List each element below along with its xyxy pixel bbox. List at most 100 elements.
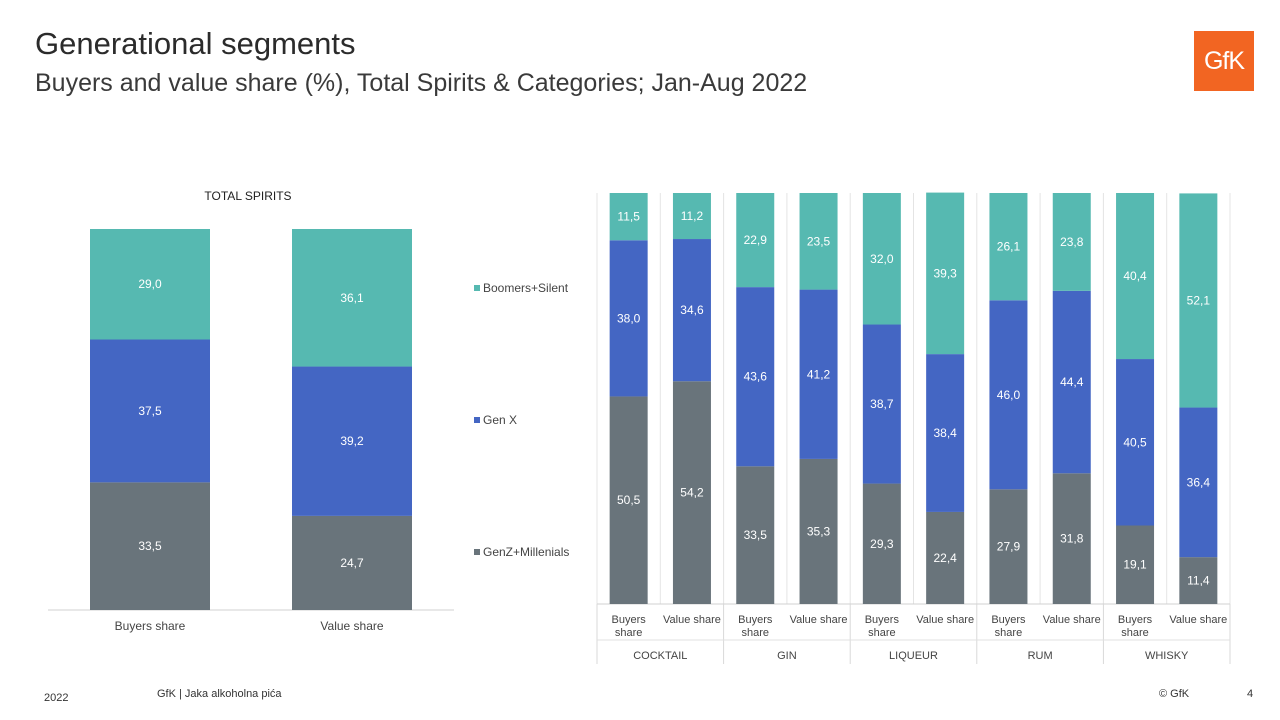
tick-liqueur-buyers-share: Buyers share: [865, 614, 900, 639]
tick-cocktail-value-share: Value share: [663, 614, 721, 626]
bar-rum-buyers-share-gen-x: [989, 300, 1028, 490]
bar-cocktail-buyers-share-boomers-silent: [609, 193, 648, 241]
bar-whisky-buyers-share-genz-millenials: [1116, 525, 1155, 604]
bar-liqueur-value-share-gen-x: [926, 354, 965, 512]
tick-cocktail-buyers-share: Buyers share: [612, 614, 647, 639]
tick-liqueur-value-share: Value share: [916, 614, 974, 626]
bar-label-cocktail-value-share-gen-x: 34,6: [680, 303, 704, 317]
tick-gin-value-share: Value share: [790, 614, 848, 626]
total-spirits-label-buyers-share-boomers-silent: 29,0: [138, 277, 162, 291]
total-spirits-tick-value-share: Value share: [320, 619, 383, 633]
total-spirits-bar-buyers-share-genz-millenials: [90, 482, 210, 610]
bar-liqueur-buyers-share-boomers-silent: [862, 193, 901, 325]
legend-swatch-boomers-silent: [474, 285, 480, 291]
page-title: Generational segments: [35, 26, 356, 61]
total-spirits-bar-buyers-share-boomers-silent: [90, 229, 210, 340]
bar-rum-buyers-share-genz-millenials: [989, 489, 1028, 604]
bar-label-rum-value-share-genz-millenials: 31,8: [1060, 532, 1084, 546]
bar-gin-value-share-genz-millenials: [799, 458, 838, 604]
bar-whisky-value-share-gen-x: [1179, 407, 1218, 558]
group-label-gin: GIN: [777, 650, 797, 662]
bar-whisky-buyers-share-gen-x: [1116, 359, 1155, 526]
bar-label-rum-buyers-share-boomers-silent: 26,1: [997, 240, 1021, 254]
gfk-logo: GfK: [1194, 31, 1254, 91]
total-spirits-tick-buyers-share: Buyers share: [115, 619, 186, 633]
bar-label-cocktail-buyers-share-gen-x: 38,0: [617, 311, 641, 325]
bar-whisky-value-share-genz-millenials: [1179, 557, 1218, 604]
bar-liqueur-buyers-share-genz-millenials: [862, 483, 901, 604]
bar-cocktail-value-share-boomers-silent: [672, 193, 711, 240]
bar-label-whisky-value-share-genz-millenials: 11,4: [1187, 574, 1210, 588]
tick-whisky-buyers-share: Buyers share: [1118, 614, 1153, 639]
footer-year: 2022: [44, 692, 69, 704]
bar-label-liqueur-buyers-share-genz-millenials: 29,3: [870, 537, 894, 551]
bar-label-whisky-buyers-share-genz-millenials: 19,1: [1123, 558, 1147, 572]
bar-label-rum-value-share-gen-x: 44,4: [1060, 375, 1084, 389]
bar-label-gin-buyers-share-genz-millenials: 33,5: [744, 528, 768, 542]
bar-rum-value-share-gen-x: [1052, 290, 1091, 474]
legend-swatch-genz-millenials: [474, 549, 480, 555]
page-subtitle: Buyers and value share (%), Total Spirit…: [35, 69, 808, 97]
group-label-liqueur: LIQUEUR: [889, 650, 938, 662]
bar-whisky-buyers-share-boomers-silent: [1116, 193, 1155, 360]
bar-label-gin-value-share-boomers-silent: 23,5: [807, 234, 831, 248]
footer-source: GfK | Jaka alkoholna pića: [157, 688, 282, 700]
footer-page-number: 4: [1247, 688, 1254, 700]
bar-liqueur-value-share-boomers-silent: [926, 192, 965, 355]
bar-label-whisky-buyers-share-boomers-silent: 40,4: [1123, 269, 1147, 283]
bar-liqueur-buyers-share-gen-x: [862, 324, 901, 484]
bar-rum-value-share-genz-millenials: [1052, 473, 1091, 604]
group-label-rum: RUM: [1028, 650, 1053, 662]
bar-cocktail-buyers-share-genz-millenials: [609, 396, 648, 604]
bar-label-rum-buyers-share-genz-millenials: 27,9: [997, 540, 1021, 554]
group-label-whisky: WHISKY: [1145, 650, 1189, 662]
total-spirits-label-buyers-share-genz-millenials: 33,5: [138, 539, 162, 553]
bar-label-cocktail-buyers-share-genz-millenials: 50,5: [617, 493, 641, 507]
total-spirits-label-value-share-boomers-silent: 36,1: [340, 291, 364, 305]
bar-gin-value-share-gen-x: [799, 289, 838, 459]
bar-gin-buyers-share-gen-x: [736, 287, 775, 467]
total-spirits-label-value-share-genz-millenials: 24,7: [340, 556, 364, 570]
tick-rum-buyers-share: Buyers share: [991, 614, 1026, 639]
bar-label-rum-buyers-share-gen-x: 46,0: [997, 388, 1021, 402]
legend-swatch-gen-x: [474, 417, 480, 423]
bar-label-whisky-value-share-gen-x: 36,4: [1187, 475, 1211, 489]
bar-label-cocktail-value-share-genz-millenials: 54,2: [680, 486, 704, 500]
bar-gin-value-share-boomers-silent: [799, 193, 838, 290]
bar-label-liqueur-value-share-boomers-silent: 39,3: [933, 266, 957, 280]
total-spirits-bar-buyers-share-gen-x: [90, 339, 210, 483]
total-spirits-label-buyers-share-gen-x: 37,5: [138, 404, 162, 418]
tick-whisky-value-share: Value share: [1169, 614, 1227, 626]
legend-label-gen-x: Gen X: [483, 413, 517, 427]
total-spirits-bar-value-share-boomers-silent: [292, 229, 412, 367]
bar-label-gin-value-share-gen-x: 41,2: [807, 367, 831, 381]
bar-label-gin-value-share-genz-millenials: 35,3: [807, 524, 831, 538]
legend-label-boomers-silent: Boomers+Silent: [483, 281, 569, 295]
bar-gin-buyers-share-genz-millenials: [736, 466, 775, 604]
legend-label-genz-millenials: GenZ+Millenials: [483, 545, 569, 559]
tick-gin-buyers-share: Buyers share: [738, 614, 773, 639]
footer-copyright: © GfK: [1159, 688, 1190, 700]
bar-cocktail-value-share-gen-x: [672, 239, 711, 382]
bar-label-whisky-buyers-share-gen-x: 40,5: [1123, 435, 1147, 449]
bar-label-rum-value-share-boomers-silent: 23,8: [1060, 235, 1084, 249]
bar-label-gin-buyers-share-gen-x: 43,6: [744, 370, 768, 384]
bar-label-liqueur-value-share-genz-millenials: 22,4: [933, 551, 957, 565]
bar-whisky-value-share-boomers-silent: [1179, 193, 1218, 408]
total-spirits-bar-value-share-gen-x: [292, 366, 412, 516]
bar-liqueur-value-share-genz-millenials: [926, 511, 965, 604]
bar-cocktail-value-share-genz-millenials: [672, 381, 711, 604]
tick-rum-value-share: Value share: [1043, 614, 1101, 626]
bar-label-cocktail-value-share-boomers-silent: 11,2: [681, 209, 704, 223]
bar-label-liqueur-buyers-share-gen-x: 38,7: [870, 397, 894, 411]
bar-cocktail-buyers-share-gen-x: [609, 240, 648, 397]
bar-gin-buyers-share-boomers-silent: [736, 193, 775, 288]
bar-label-liqueur-value-share-gen-x: 38,4: [933, 426, 957, 440]
bar-label-liqueur-buyers-share-boomers-silent: 32,0: [870, 252, 894, 266]
bar-label-cocktail-buyers-share-boomers-silent: 11,5: [617, 210, 640, 224]
total-spirits-bar-value-share-genz-millenials: [292, 515, 412, 610]
bar-rum-value-share-boomers-silent: [1052, 193, 1091, 291]
total-spirits-label-value-share-gen-x: 39,2: [340, 434, 364, 448]
bar-label-gin-buyers-share-boomers-silent: 22,9: [744, 233, 768, 247]
